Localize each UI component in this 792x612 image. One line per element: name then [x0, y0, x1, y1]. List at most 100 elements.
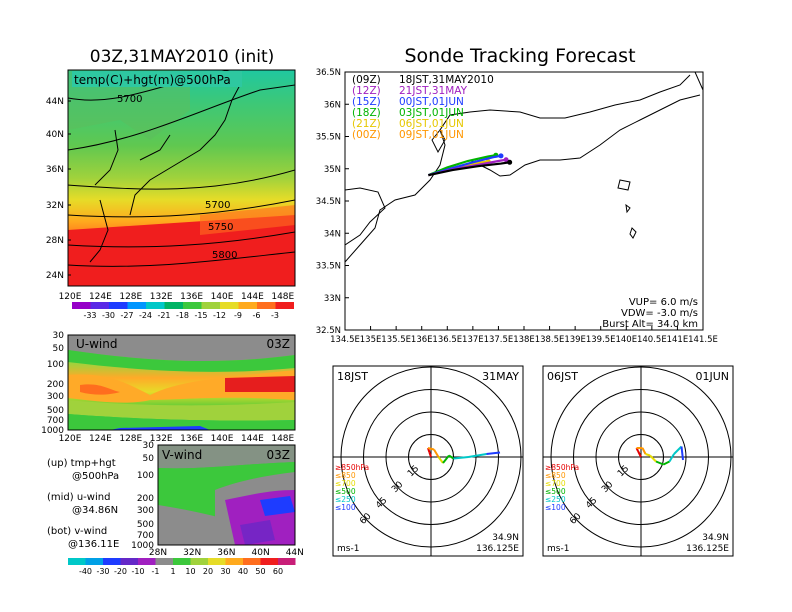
lat-tick-label: 44N	[46, 97, 64, 107]
lon-tick-label: 140E	[211, 434, 234, 444]
track-lat-ticks: 36.5N 36N 35.5N 35N 34.5N 34N 33.5N 33N 32.5N	[316, 68, 349, 336]
colorbar-swatch	[109, 302, 128, 309]
lat-tick-label: 36N	[217, 548, 235, 558]
lon-tick-label: 139E	[564, 335, 586, 345]
lat-tick-label: 40N	[46, 130, 64, 140]
hodo-legend-item: ≤700	[335, 479, 356, 488]
hodograph-segment	[468, 453, 487, 458]
hgt-contour-4	[68, 199, 295, 218]
colorbar-swatch	[220, 302, 239, 309]
colorbar-label: -9	[234, 311, 242, 320]
hodograph-segment	[442, 454, 450, 464]
colorbar-label: 50	[255, 567, 265, 576]
lon-tick-label: 120E	[59, 292, 82, 302]
colorbar-label: -3	[271, 311, 279, 320]
pressure-tick-label: 300	[47, 392, 64, 402]
hodo-legend-item: ≤700	[545, 479, 566, 488]
track-line	[428, 161, 510, 177]
right-title: Sonde Tracking Forecast	[404, 45, 635, 67]
hodo-time-label: 18JST	[337, 370, 368, 383]
lon-tick-label: 137.5E	[484, 335, 514, 345]
colorbar-swatch	[275, 302, 294, 309]
island-3	[629, 227, 637, 239]
lon-tick-label: 136E	[411, 335, 433, 345]
colorbar-swatch	[278, 558, 296, 565]
legend-code: (12Z)	[352, 85, 381, 97]
lon-tick-label: 144E	[241, 434, 264, 444]
lon-tick-label: 124E	[89, 292, 112, 302]
track-map: 36.5N 36N 35.5N 35N 34.5N 34N 33.5N 33N 32.5N 13…	[316, 68, 718, 345]
note-mid-2: @34.86N	[72, 505, 118, 516]
hodograph-segment	[641, 447, 647, 455]
hodo-time-label: 06JST	[547, 370, 578, 383]
hodograph-frame	[542, 365, 734, 557]
colorbar-swatch	[208, 558, 226, 565]
lat-tick-label: 32N	[183, 548, 201, 558]
lon-tick-label: 132E	[150, 292, 173, 302]
hodo-legend-item: ≥850hPa	[335, 463, 369, 472]
param-burst: Burst Alt= 34.0 km	[602, 319, 698, 330]
legend-time: 18JST,31MAY2010	[399, 74, 494, 86]
lon-tick-label: 132E	[150, 434, 173, 444]
coastline-shikoku	[345, 187, 386, 246]
hgt-contour-5	[68, 231, 295, 248]
v-wind-colorbar: -40 -30 -20 -10 -1 1 10 20 30 40 50 60	[68, 558, 296, 576]
lon-tick-label: 144E	[241, 292, 264, 302]
lon-tick-label: 136E	[180, 434, 203, 444]
hodo-lon-label: 136.125E	[476, 544, 519, 554]
pressure-tick-label: 30	[143, 441, 155, 451]
hodograph-segment	[486, 451, 501, 455]
pressure-tick-label: 700	[47, 416, 64, 426]
pressure-tick-label: 50	[143, 454, 155, 464]
lon-tick-label: 135.5E	[381, 335, 411, 345]
colorbar-label: -1	[152, 567, 160, 576]
u-wind-x-ticks: 120E 124E 128E 132E 136E 140E 144E 148E	[59, 434, 295, 444]
lon-tick-label: 141E	[667, 335, 689, 345]
lat-tick-label: 28N	[149, 548, 167, 558]
colorbar-swatch	[146, 302, 165, 309]
sonde-tracks	[427, 152, 513, 177]
lon-tick-label: 140E	[211, 292, 234, 302]
lon-tick-label: 124E	[89, 434, 112, 444]
lat-tick-label: 35N	[324, 165, 341, 175]
hodograph-ring	[363, 389, 499, 525]
colorbar-swatch	[127, 302, 146, 309]
colorbar-swatch	[201, 302, 220, 309]
hodograph-ring	[573, 389, 709, 525]
lat-tick-label: 32.5N	[316, 326, 341, 336]
lat-tick-label: 28N	[46, 236, 64, 246]
pressure-tick-label: 200	[137, 494, 154, 504]
legend-code: (15Z)	[352, 96, 381, 108]
hodograph-ring	[550, 366, 732, 548]
hgt-contour-6	[68, 251, 295, 267]
pressure-tick-label: 100	[47, 360, 64, 370]
hodo-legend-item: ≤500	[335, 487, 356, 496]
lon-tick-label: 139.5E	[586, 335, 616, 345]
hodo-legend-item: ≤100	[335, 503, 356, 512]
pressure-tick-label: 1000	[41, 426, 64, 436]
colorbar-swatch	[90, 302, 109, 309]
hodo-legend-item: ≤250	[335, 495, 356, 504]
legend-code: (00Z)	[352, 129, 381, 141]
lat-tick-label: 24N	[46, 271, 64, 281]
lat-tick-label: 36.5N	[316, 68, 341, 78]
colorbar-swatch	[238, 302, 257, 309]
colorbar-label: 20	[203, 567, 213, 576]
colorbar-swatch	[257, 302, 276, 309]
hgt-contour-3	[68, 169, 295, 190]
legend-code: (18Z)	[352, 107, 381, 119]
hodograph-segment	[655, 460, 664, 466]
hodo-lat-label: 34.9N	[702, 533, 729, 543]
hodograph-segment	[448, 454, 455, 460]
hodograph-segment	[437, 456, 444, 464]
lat-tick-label: 33N	[324, 294, 341, 304]
hodograph-segment	[637, 450, 642, 458]
contour-label-1: 5700	[117, 94, 142, 105]
lon-tick-label: 136E	[180, 292, 203, 302]
